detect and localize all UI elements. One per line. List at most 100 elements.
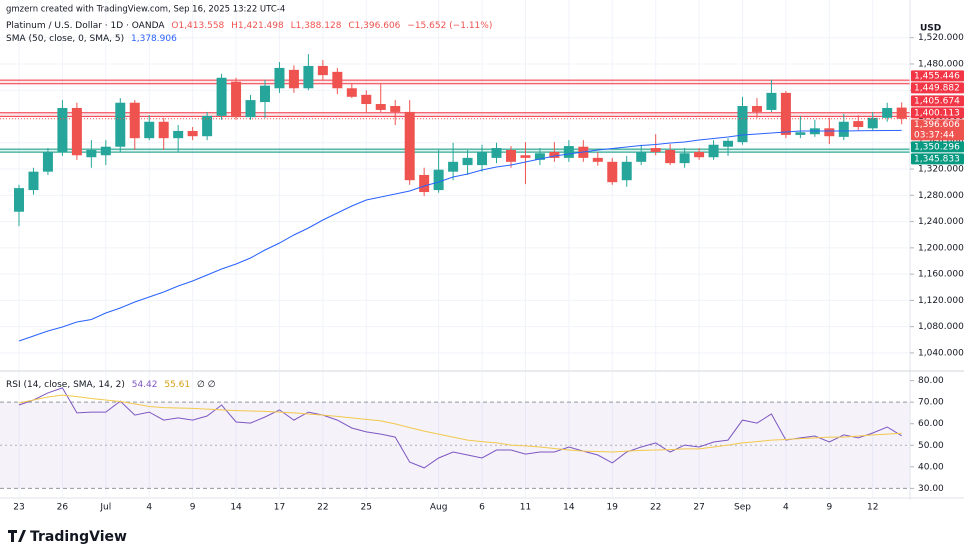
price-label: 1,345.833 bbox=[914, 154, 960, 164]
candle-body bbox=[115, 102, 126, 147]
candle-body bbox=[723, 140, 734, 147]
price-label-box bbox=[911, 119, 964, 141]
main-legend: Platinum / U.S. Dollar · 1D · OANDA O1,4… bbox=[6, 21, 492, 31]
candle-body bbox=[187, 130, 198, 137]
x-tick-label: 4 bbox=[783, 503, 789, 513]
candle-body bbox=[737, 106, 748, 143]
candle-body bbox=[361, 94, 372, 105]
candle-body bbox=[332, 71, 343, 89]
rsi-tick-label: 40.00 bbox=[918, 462, 944, 472]
candle-body bbox=[477, 151, 488, 166]
candle-body bbox=[751, 106, 762, 112]
price-label-box bbox=[911, 141, 964, 153]
zone-fill bbox=[0, 112, 910, 117]
y-tick-label: 1,280.000 bbox=[918, 191, 964, 201]
x-tick-label: 27 bbox=[693, 503, 704, 513]
sma-line bbox=[18, 129, 902, 342]
candle-body bbox=[433, 169, 444, 191]
zones bbox=[0, 79, 910, 153]
price-label: 1,455.446 bbox=[914, 71, 960, 81]
candle-body bbox=[650, 148, 661, 152]
sma-name: SMA (50, close, 0, SMA, 5) bbox=[6, 34, 124, 44]
rsi-name: RSI (14, close, SMA, 14, 2) bbox=[6, 380, 125, 390]
candle-body bbox=[231, 81, 242, 118]
candle-body bbox=[57, 107, 68, 152]
candle-body bbox=[274, 67, 285, 89]
candle-body bbox=[346, 88, 357, 97]
change: −15.652 (−1.11%) bbox=[407, 21, 492, 31]
x-tick-label: 11 bbox=[520, 503, 531, 513]
candle-body bbox=[375, 104, 386, 110]
x-tick-label: 14 bbox=[230, 503, 242, 513]
logo-icon bbox=[8, 530, 26, 542]
symbol: Platinum / U.S. Dollar · 1D · OANDA bbox=[6, 21, 165, 31]
sma-legend: SMA (50, close, 0, SMA, 5) 1,378.906 bbox=[6, 34, 177, 44]
rsi-legend: RSI (14, close, SMA, 14, 2) 54.42 55.61 … bbox=[6, 380, 216, 390]
sma-value: 1,378.906 bbox=[131, 34, 177, 44]
rsi-tick-label: 50.00 bbox=[918, 441, 944, 451]
y-tick-label: 1,320.000 bbox=[918, 165, 964, 175]
candle-body bbox=[679, 153, 690, 164]
candle-body bbox=[216, 77, 227, 116]
currency: USD bbox=[920, 24, 941, 34]
candle-body bbox=[766, 92, 777, 110]
candle-body bbox=[462, 157, 473, 166]
price-label-box bbox=[911, 82, 964, 94]
rsi-extra: ∅ ∅ bbox=[197, 380, 216, 390]
candle-body bbox=[621, 161, 632, 181]
price-label-box bbox=[911, 70, 964, 82]
candle-body bbox=[144, 121, 155, 139]
price-label-box bbox=[911, 153, 964, 165]
candle-body bbox=[636, 151, 647, 162]
candle-body bbox=[592, 157, 603, 162]
candle-body bbox=[419, 174, 430, 193]
logo: TradingView bbox=[8, 529, 127, 545]
candle-body bbox=[259, 85, 270, 103]
rsi-tick-label: 70.00 bbox=[918, 398, 944, 408]
price-label: 1,400.113 bbox=[914, 108, 960, 118]
candle-body bbox=[245, 100, 256, 118]
y-tick-label: 1,480.000 bbox=[918, 59, 964, 69]
candle-body bbox=[491, 148, 502, 158]
candle-body bbox=[549, 151, 560, 158]
x-tick-label: 9 bbox=[826, 503, 832, 513]
y-tick-label: 1,080.000 bbox=[918, 322, 964, 332]
y-tick-label: 1,120.000 bbox=[918, 296, 964, 306]
candle-body bbox=[42, 151, 53, 172]
close: C1,396.606 bbox=[348, 21, 400, 31]
candle-body bbox=[317, 65, 328, 76]
x-tick-label: 9 bbox=[190, 503, 196, 513]
low: L1,388.128 bbox=[291, 21, 342, 31]
high: H1,421.498 bbox=[231, 21, 284, 31]
marks bbox=[0, 54, 910, 469]
x-tick-label: 26 bbox=[57, 503, 69, 513]
rsi-value: 54.42 bbox=[132, 380, 158, 390]
x-tick-label: 4 bbox=[146, 503, 152, 513]
rsi-line bbox=[18, 394, 902, 453]
price-label: 1,449.882 bbox=[914, 83, 960, 93]
price-label-box bbox=[911, 107, 964, 119]
candle-body bbox=[448, 161, 459, 172]
x-tick-label: Sep bbox=[734, 503, 751, 513]
price-label: 1,405.674 bbox=[914, 96, 960, 106]
grid bbox=[0, 0, 910, 497]
x-tick-label: 12 bbox=[867, 503, 878, 513]
candle-body bbox=[665, 150, 676, 164]
x-tick-label: 22 bbox=[317, 503, 328, 513]
zone-fill bbox=[0, 80, 910, 84]
y-tick-label: 1,240.000 bbox=[918, 217, 964, 227]
candle-body bbox=[14, 188, 24, 212]
candle-body bbox=[288, 69, 299, 89]
candle-body bbox=[607, 161, 618, 183]
y-tick-label: 1,200.000 bbox=[918, 243, 964, 253]
candle-body bbox=[882, 107, 893, 118]
rsi-tick-label: 30.00 bbox=[918, 484, 944, 494]
candle-body bbox=[390, 106, 401, 112]
y-tick-label: 1,520.000 bbox=[918, 33, 964, 43]
candle-body bbox=[853, 121, 864, 128]
candle-body bbox=[520, 155, 531, 158]
countdown: 03:37:44 bbox=[914, 131, 955, 141]
x-tick-label: 25 bbox=[361, 503, 372, 513]
candle-body bbox=[867, 117, 878, 129]
